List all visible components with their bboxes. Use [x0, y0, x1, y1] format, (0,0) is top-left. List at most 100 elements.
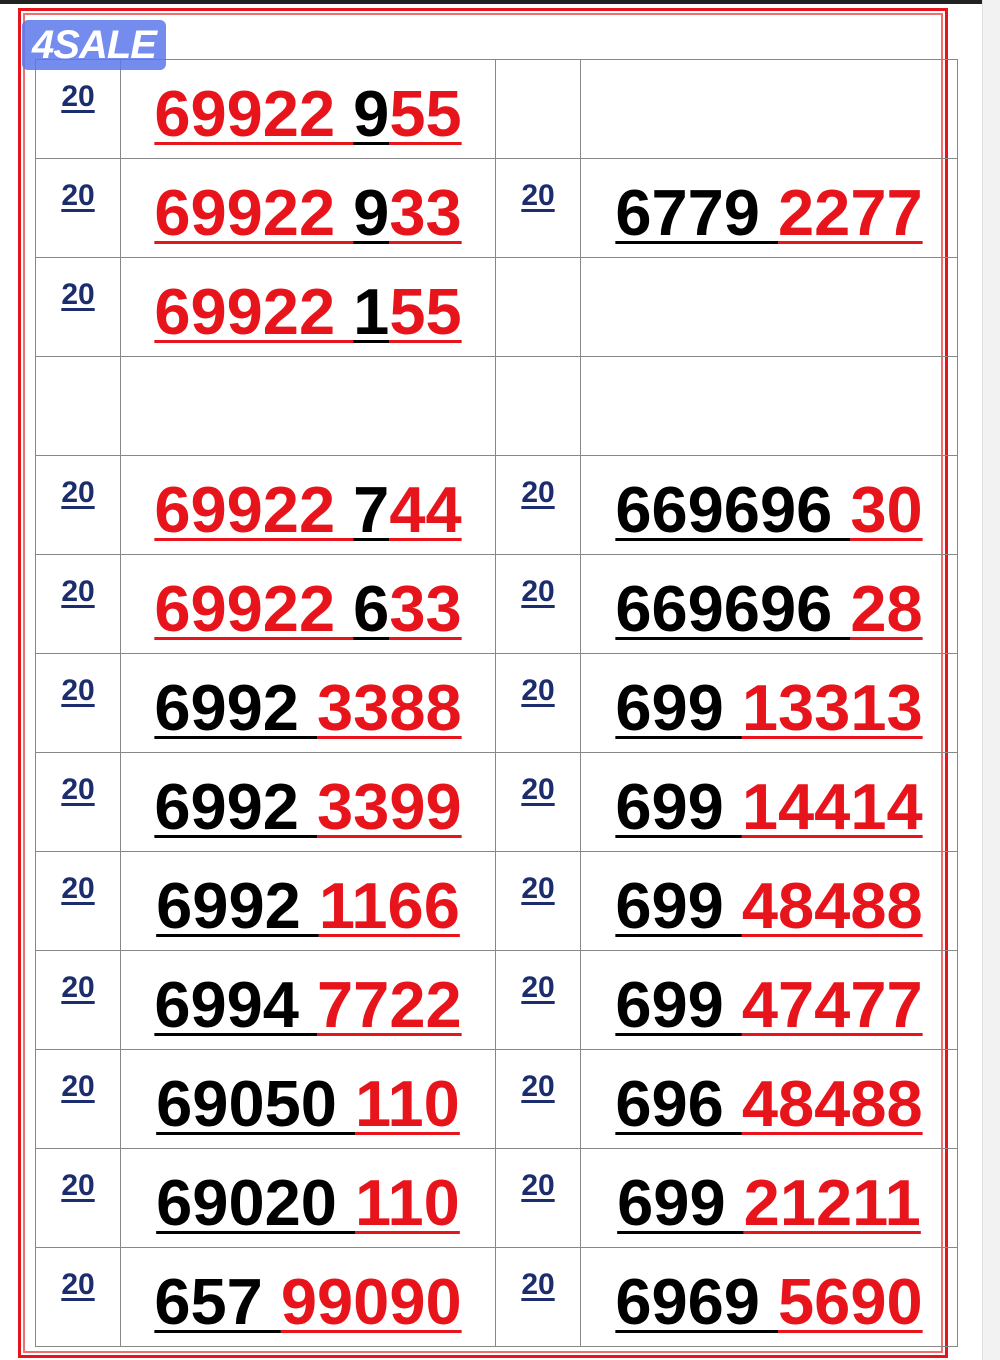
- phone-number: 6969 5690: [615, 1266, 922, 1338]
- country-prefix-link[interactable]: 20: [61, 278, 95, 311]
- phone-number: 6992 1166: [156, 870, 460, 942]
- prefix-cell: 20: [35, 1148, 121, 1248]
- prefix-cell: 20: [35, 653, 121, 753]
- country-prefix-link[interactable]: 20: [61, 674, 95, 707]
- number-cell: [580, 59, 958, 159]
- country-prefix-link[interactable]: 20: [521, 971, 555, 1004]
- prefix-cell: 20: [35, 554, 121, 654]
- prefix-cell: [35, 356, 121, 456]
- phone-number: 6994 7722: [154, 969, 461, 1041]
- number-segment-black: 669696: [615, 572, 851, 645]
- country-prefix-link[interactable]: 20: [521, 1169, 555, 1202]
- prefix-cell: 20: [495, 752, 581, 852]
- number-cell: 69922 744: [120, 455, 496, 555]
- table-row: 20 69922 744 20 669696 30: [35, 455, 958, 555]
- number-segment-red: 3399: [317, 770, 462, 843]
- number-segment-red: 5690: [778, 1265, 923, 1338]
- country-prefix-link[interactable]: 20: [521, 1070, 555, 1103]
- country-prefix-link[interactable]: 20: [521, 1268, 555, 1301]
- country-prefix-link[interactable]: 20: [61, 1169, 95, 1202]
- country-prefix-link[interactable]: 20: [521, 872, 555, 905]
- prefix-cell: 20: [495, 1148, 581, 1248]
- phone-number: 699 21211: [617, 1167, 921, 1239]
- prefix-cell: 20: [35, 752, 121, 852]
- number-segment-black: 6779: [615, 176, 779, 249]
- prefix-cell: 20: [495, 455, 581, 555]
- number-segment-black: 6: [353, 572, 390, 645]
- number-segment-red: 69922: [154, 572, 354, 645]
- country-prefix-link[interactable]: 20: [61, 80, 95, 113]
- number-segment-black: 657: [154, 1265, 281, 1338]
- country-prefix-link[interactable]: 20: [61, 773, 95, 806]
- prefix-cell: 20: [35, 257, 121, 357]
- prefix-cell: 20: [35, 1247, 121, 1347]
- country-prefix-link[interactable]: 20: [61, 179, 95, 212]
- table-row: 20 69922 955: [35, 59, 958, 159]
- number-segment-black: 9: [353, 176, 390, 249]
- phone-number: 69922 933: [154, 177, 461, 249]
- number-segment-red: 69922: [154, 176, 354, 249]
- country-prefix-link[interactable]: 20: [61, 476, 95, 509]
- number-segment-black: 6994: [154, 968, 318, 1041]
- prefix-cell: 20: [495, 1247, 581, 1347]
- number-segment-black: 9: [353, 77, 390, 150]
- table-row: 20 69922 633 20 669696 28: [35, 554, 958, 654]
- prefix-cell: 20: [495, 851, 581, 951]
- number-cell: 6992 1166: [120, 851, 496, 951]
- number-segment-black: 696: [615, 1067, 742, 1140]
- phone-number: 6992 3388: [154, 672, 461, 744]
- country-prefix-link[interactable]: 20: [521, 476, 555, 509]
- number-cell: [120, 356, 496, 456]
- phone-number: 69922 744: [154, 474, 461, 546]
- number-cell: 6779 2277: [580, 158, 958, 258]
- number-cell: 6992 3399: [120, 752, 496, 852]
- number-segment-black: 669696: [615, 473, 851, 546]
- country-prefix-link[interactable]: 20: [521, 773, 555, 806]
- country-prefix-link[interactable]: 20: [61, 1070, 95, 1103]
- number-segment-red: 14414: [741, 770, 923, 843]
- number-segment-black: 69020: [156, 1166, 355, 1239]
- number-cell: 699 47477: [580, 950, 958, 1050]
- prefix-cell: 20: [495, 950, 581, 1050]
- phone-number: 6992 3399: [154, 771, 461, 843]
- number-cell: 69922 155: [120, 257, 496, 357]
- number-segment-red: 69922: [154, 275, 354, 348]
- number-segment-red: 28: [850, 572, 923, 645]
- prefix-cell: 20: [35, 455, 121, 555]
- number-segment-red: 110: [354, 1166, 460, 1239]
- country-prefix-link[interactable]: 20: [521, 575, 555, 608]
- phone-number: 699 48488: [615, 870, 922, 942]
- phone-number: 696 48488: [615, 1068, 922, 1140]
- number-segment-red: 55: [389, 77, 462, 150]
- country-prefix-link[interactable]: 20: [61, 971, 95, 1004]
- number-cell: 6994 7722: [120, 950, 496, 1050]
- number-cell: [580, 257, 958, 357]
- number-cell: 669696 28: [580, 554, 958, 654]
- number-segment-red: 110: [354, 1067, 460, 1140]
- phone-number-table: 20 69922 955 20 69922 933 20 6779 2277 20 69922…: [35, 59, 958, 1347]
- number-segment-red: 33: [389, 572, 462, 645]
- table-row: 20 69922 933 20 6779 2277: [35, 158, 958, 258]
- number-cell: 699 13313: [580, 653, 958, 753]
- number-segment-black: 699: [617, 1166, 744, 1239]
- number-cell: 657 99090: [120, 1247, 496, 1347]
- prefix-cell: 20: [35, 1049, 121, 1149]
- scrollbar-track[interactable]: [982, 0, 1000, 1360]
- prefix-cell: 20: [495, 554, 581, 654]
- country-prefix-link[interactable]: 20: [521, 674, 555, 707]
- phone-number: 69922 955: [154, 78, 461, 150]
- number-cell: 699 21211: [580, 1148, 958, 1248]
- number-segment-red: 55: [389, 275, 462, 348]
- phone-number: 657 99090: [154, 1266, 461, 1338]
- number-cell: 69020 110: [120, 1148, 496, 1248]
- country-prefix-link[interactable]: 20: [61, 575, 95, 608]
- number-segment-red: 48488: [741, 1067, 923, 1140]
- country-prefix-link[interactable]: 20: [521, 179, 555, 212]
- phone-number: 699 13313: [615, 672, 922, 744]
- country-prefix-link[interactable]: 20: [61, 872, 95, 905]
- phone-number: 69922 155: [154, 276, 461, 348]
- table-row: 20 69020 110 20 699 21211: [35, 1148, 958, 1248]
- phone-number: 699 47477: [615, 969, 922, 1041]
- country-prefix-link[interactable]: 20: [61, 1268, 95, 1301]
- number-segment-red: 13313: [741, 671, 923, 744]
